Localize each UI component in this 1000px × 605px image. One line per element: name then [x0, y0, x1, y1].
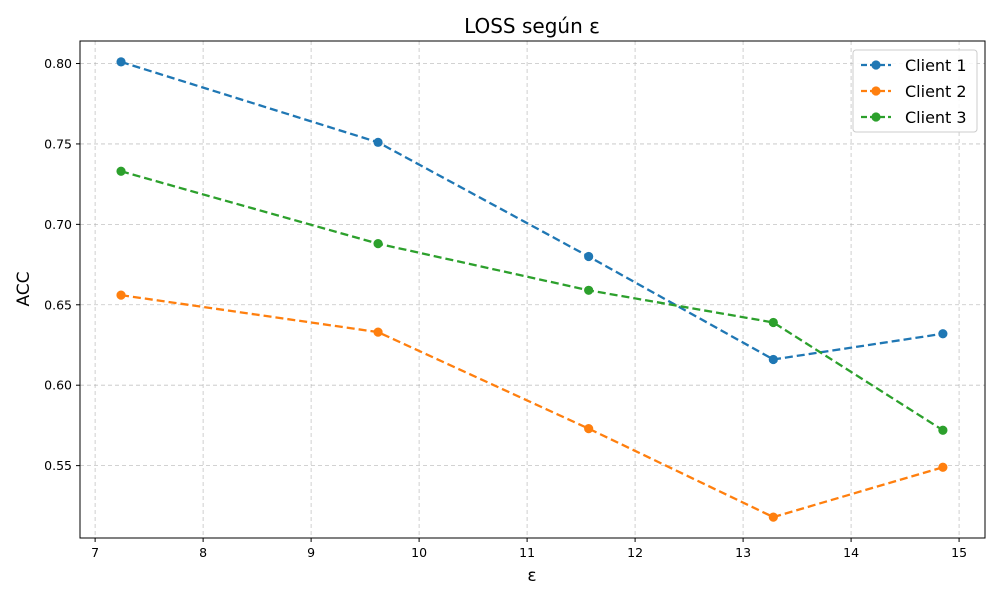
plot-area-frame [79, 40, 986, 539]
grid-layer [80, 41, 985, 538]
data-point [768, 512, 778, 522]
data-point [938, 329, 948, 339]
data-point [116, 57, 126, 67]
series-layer [116, 57, 948, 522]
x-tick-label: 15 [951, 545, 967, 560]
y-tick-label: 0.75 [44, 136, 72, 151]
data-point [584, 424, 594, 434]
y-tick-label: 0.70 [44, 217, 72, 232]
y-tick-label: 0.60 [44, 378, 72, 393]
data-point [768, 317, 778, 328]
data-point [584, 251, 594, 262]
legend: Client 1 Client 2 Client 3 [852, 49, 978, 133]
series-line [120, 293, 944, 519]
x-tick-label: 7 [91, 545, 99, 560]
series-line [120, 60, 944, 361]
x-tick-label: 10 [411, 545, 427, 560]
legend-label: Client 2 [905, 82, 967, 101]
chart-title: LOSS según ε [464, 14, 600, 38]
x-tick-label: 13 [735, 545, 751, 560]
x-tick-label: 8 [199, 545, 207, 560]
x-axis-label: ε [527, 566, 536, 586]
legend-marker [871, 86, 881, 96]
data-point [584, 285, 594, 295]
data-point [116, 290, 126, 300]
y-tick-label: 0.65 [44, 297, 72, 312]
data-point [373, 239, 383, 249]
data-point [373, 327, 383, 337]
series-line [120, 170, 944, 432]
data-point [373, 137, 383, 147]
x-tick-label: 14 [843, 545, 859, 560]
x-tick-label: 9 [307, 545, 315, 560]
legend-marker [871, 60, 881, 70]
x-tick-label: 12 [627, 545, 643, 560]
data-point [116, 166, 126, 176]
y-tick-label: 0.80 [44, 56, 72, 71]
data-point [938, 462, 948, 472]
legend-label: Client 3 [905, 108, 967, 127]
x-tick-label: 11 [519, 545, 535, 560]
series-3 [116, 166, 948, 435]
series-2 [116, 290, 948, 522]
y-tick-label: 0.55 [44, 458, 72, 473]
legend-label: Client 1 [905, 56, 967, 75]
tick-layer: 7 8 9 10 11 12 13 14 15 0.55 0.60 0.65 0.70 0.75 0.80 [44, 56, 967, 560]
data-point [938, 425, 948, 435]
legend-marker [871, 112, 881, 122]
legend-box [852, 49, 978, 133]
y-axis-label: ACC [14, 271, 34, 306]
series-1 [116, 57, 948, 365]
data-point [768, 354, 778, 365]
